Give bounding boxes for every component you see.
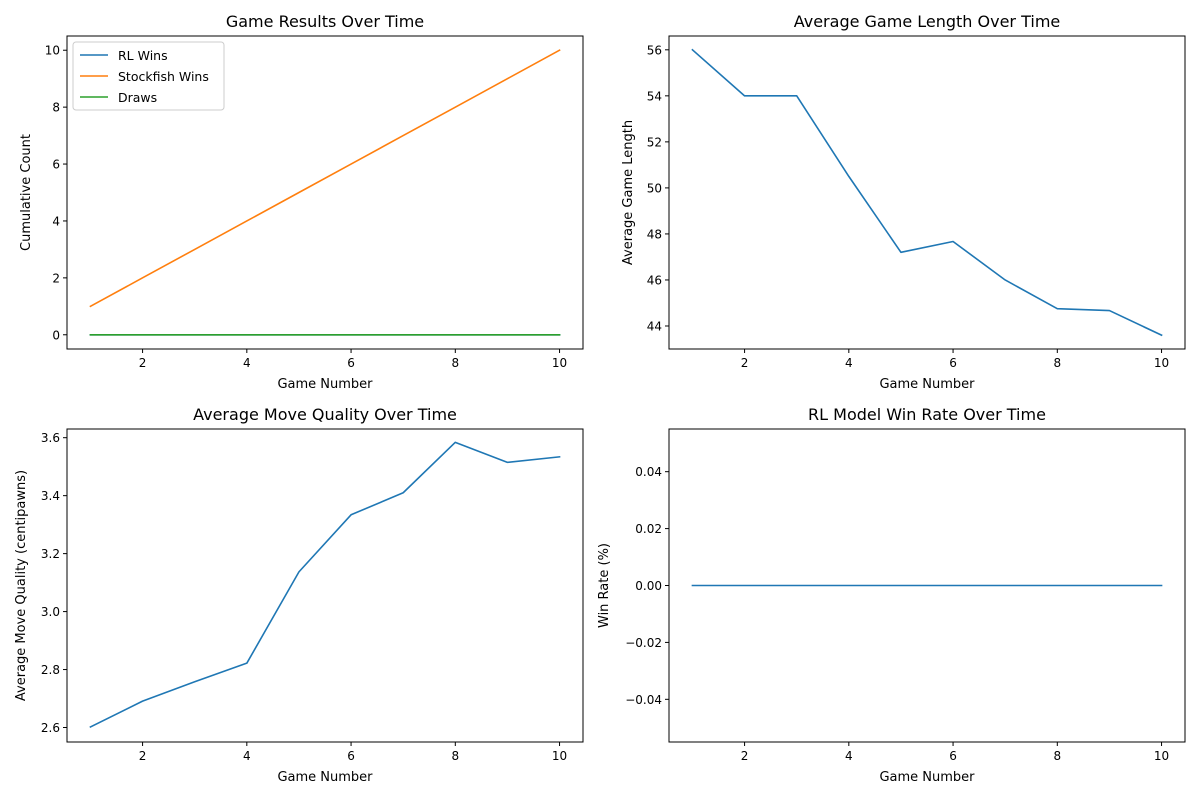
x-tick-label: 4 bbox=[845, 749, 853, 763]
legend-label: Stockfish Wins bbox=[118, 69, 209, 84]
x-tick-label: 10 bbox=[1154, 749, 1169, 763]
x-tick-label: 2 bbox=[741, 749, 749, 763]
chart-title: RL Model Win Rate Over Time bbox=[808, 405, 1046, 424]
x-tick-label: 6 bbox=[949, 356, 957, 370]
plot-frame bbox=[668, 35, 1186, 350]
x-ticks: 2 4 6 8 10 bbox=[741, 349, 1169, 370]
chart-title: Average Game Length Over Time bbox=[794, 12, 1061, 31]
panel-game-length: Average Game Length Over Time 2 4 6 8 10 444… bbox=[621, 12, 1186, 392]
plot-lines bbox=[89, 441, 561, 729]
y-tick-label: 0.00 bbox=[635, 579, 662, 593]
chart-title: Average Move Quality Over Time bbox=[193, 405, 457, 424]
legend: RL Wins Stockfish Wins Draws bbox=[72, 41, 225, 111]
legend-frame bbox=[72, 41, 225, 111]
plot-lines bbox=[691, 48, 1163, 337]
y-tick-label: 0.02 bbox=[635, 522, 662, 536]
y-tick-label: 2 bbox=[52, 271, 60, 285]
y-tick-label: 4 bbox=[52, 214, 60, 228]
y-tick-label: 50 bbox=[647, 181, 662, 195]
y-tick-label: 0.04 bbox=[635, 465, 662, 479]
series-line-1 bbox=[89, 441, 561, 729]
legend-label: RL Wins bbox=[118, 48, 168, 63]
x-ticks: 2 4 6 8 10 bbox=[741, 742, 1169, 763]
y-tick-label: 10 bbox=[45, 44, 60, 58]
y-axis-label: Win Rate (%) bbox=[597, 543, 612, 628]
y-tick-label: 44 bbox=[647, 319, 662, 333]
legend-label: Draws bbox=[118, 90, 157, 105]
x-tick-label: 8 bbox=[1053, 749, 1061, 763]
panel-win-rate: RL Model Win Rate Over Time 2 4 6 8 10 −0.04… bbox=[597, 405, 1186, 785]
y-tick-label: 0 bbox=[52, 328, 60, 342]
x-tick-label: 2 bbox=[139, 749, 147, 763]
x-axis-label: Game Number bbox=[277, 377, 373, 392]
y-tick-label: 52 bbox=[647, 135, 662, 149]
panel-move-quality: Average Move Quality Over Time 2 4 6 8 10 2.… bbox=[14, 405, 584, 785]
x-axis-label: Game Number bbox=[879, 377, 975, 392]
chart-title: Game Results Over Time bbox=[226, 12, 424, 31]
x-axis-label: Game Number bbox=[277, 770, 373, 785]
y-tick-label: 8 bbox=[52, 101, 60, 115]
y-tick-label: −0.02 bbox=[625, 636, 662, 650]
x-tick-label: 6 bbox=[347, 356, 355, 370]
x-tick-label: 6 bbox=[949, 749, 957, 763]
plot-frame bbox=[668, 428, 1186, 743]
x-tick-label: 10 bbox=[1154, 356, 1169, 370]
x-tick-label: 4 bbox=[845, 356, 853, 370]
y-ticks: 0 2 4 6 8 10 bbox=[45, 44, 67, 342]
x-tick-label: 4 bbox=[243, 749, 251, 763]
y-tick-label: 56 bbox=[647, 43, 662, 57]
y-tick-label: 54 bbox=[647, 89, 662, 103]
x-tick-label: 10 bbox=[552, 356, 567, 370]
x-tick-label: 8 bbox=[451, 749, 459, 763]
y-tick-label: 6 bbox=[52, 158, 60, 172]
series-line-1 bbox=[691, 48, 1163, 337]
x-axis-label: Game Number bbox=[879, 770, 975, 785]
x-ticks: 2 4 6 8 10 bbox=[139, 742, 567, 763]
y-tick-label: 3.0 bbox=[41, 605, 60, 619]
x-tick-label: 10 bbox=[552, 749, 567, 763]
y-tick-label: 46 bbox=[647, 273, 662, 287]
y-tick-label: 3.2 bbox=[41, 547, 60, 561]
y-tick-label: 2.6 bbox=[41, 721, 60, 735]
y-tick-label: 3.4 bbox=[41, 489, 60, 503]
x-ticks: 2 4 6 8 10 bbox=[139, 349, 567, 370]
plot-frame bbox=[66, 35, 584, 350]
y-axis-label: Cumulative Count bbox=[19, 134, 34, 251]
x-tick-label: 4 bbox=[243, 356, 251, 370]
plot-lines bbox=[89, 49, 561, 336]
y-axis-label: Average Move Quality (centipawns) bbox=[14, 470, 29, 701]
y-ticks: 2.6 2.8 3.0 3.2 3.4 3.6 bbox=[41, 431, 67, 735]
y-tick-label: 3.6 bbox=[41, 431, 60, 445]
plot-frame bbox=[66, 428, 584, 743]
x-tick-label: 8 bbox=[451, 356, 459, 370]
x-tick-label: 2 bbox=[741, 356, 749, 370]
panel-game-results: Game Results Over Time 2 4 6 8 10 0 2 4 6 8 10 Ga… bbox=[19, 12, 584, 392]
y-tick-label: 2.8 bbox=[41, 663, 60, 677]
y-tick-label: −0.04 bbox=[625, 693, 662, 707]
x-tick-label: 8 bbox=[1053, 356, 1061, 370]
y-ticks: −0.04 −0.02 0.00 0.02 0.04 bbox=[625, 465, 669, 707]
y-tick-label: 48 bbox=[647, 227, 662, 241]
series-line-2 bbox=[89, 49, 561, 308]
x-tick-label: 6 bbox=[347, 749, 355, 763]
x-tick-label: 2 bbox=[139, 356, 147, 370]
y-axis-label: Average Game Length bbox=[621, 120, 636, 265]
y-ticks: 44 46 48 50 52 54 56 bbox=[647, 43, 669, 333]
